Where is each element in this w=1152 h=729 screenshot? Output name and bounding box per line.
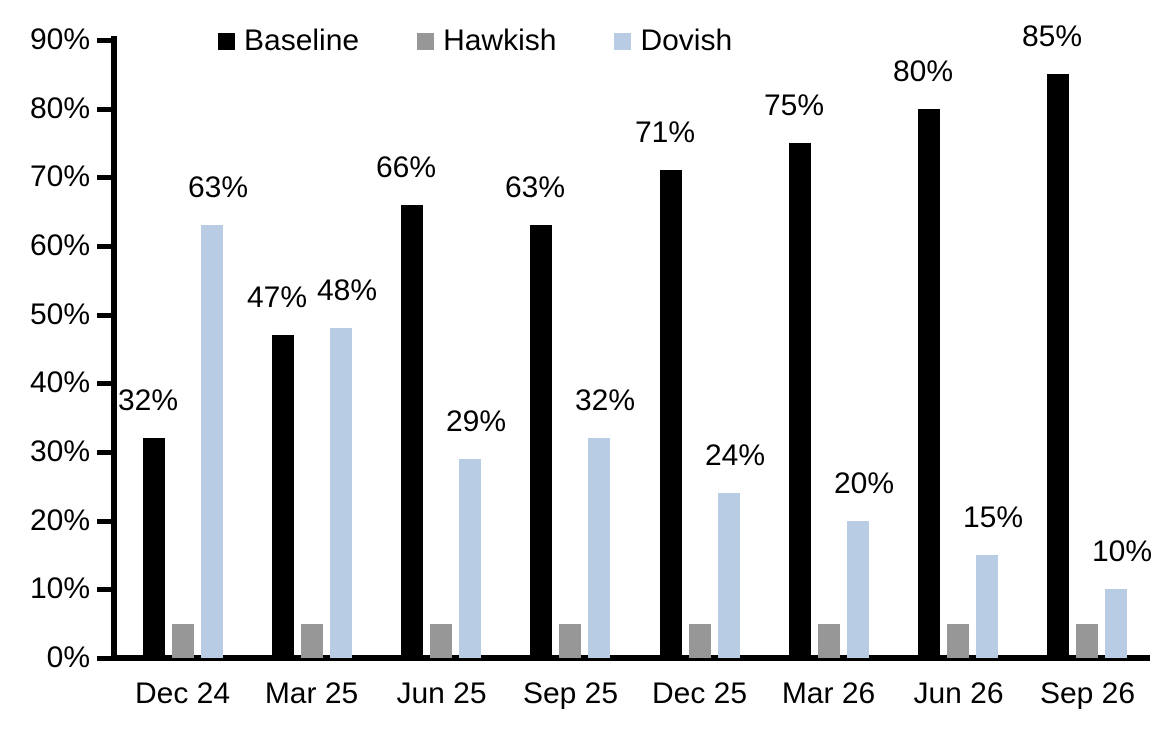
dovish-swatch-icon — [614, 32, 632, 50]
bar-hawkish-mar-25 — [301, 624, 323, 658]
legend-item-hawkish: Hawkish — [417, 24, 556, 58]
y-axis-tick — [97, 175, 112, 181]
data-label-baseline-mar-25: 47% — [246, 281, 308, 314]
x-axis-label-sep-25: Sep 25 — [522, 677, 619, 710]
y-axis-tick — [97, 243, 112, 249]
data-label-dovish-sep-25: 32% — [574, 384, 636, 417]
y-axis-tick — [97, 37, 112, 43]
bar-dovish-sep-25 — [588, 438, 610, 658]
x-axis-label-sep-26: Sep 26 — [1039, 677, 1136, 710]
y-axis-tick — [97, 449, 112, 455]
data-label-dovish-jun-25: 29% — [445, 405, 507, 438]
y-axis-tick-label: 70% — [29, 160, 90, 194]
y-axis-tick-label: 40% — [29, 366, 90, 400]
legend-label-hawkish: Hawkish — [443, 24, 557, 57]
bar-dovish-dec-24 — [201, 225, 223, 658]
hawkish-swatch-icon — [417, 32, 435, 50]
data-label-dovish-sep-26: 10% — [1091, 535, 1152, 568]
baseline-swatch-icon — [218, 32, 235, 50]
bar-hawkish-dec-24 — [172, 624, 194, 658]
bar-dovish-mar-25 — [330, 328, 352, 658]
bar-hawkish-sep-25 — [559, 624, 581, 658]
y-axis-tick — [97, 106, 112, 112]
y-axis-tick — [97, 656, 112, 661]
legend-item-dovish: Dovish — [614, 24, 732, 58]
bar-hawkish-jun-25 — [430, 624, 452, 658]
data-label-baseline-jun-26: 80% — [892, 55, 954, 88]
y-axis-tick — [97, 312, 112, 318]
data-label-dovish-mar-25: 48% — [316, 274, 378, 307]
bar-dovish-sep-26 — [1105, 589, 1127, 658]
y-axis-tick — [97, 518, 112, 524]
bar-hawkish-jun-26 — [947, 624, 969, 658]
data-label-dovish-jun-26: 15% — [962, 501, 1024, 534]
x-axis-label-mar-26: Mar 26 — [781, 677, 876, 710]
data-label-baseline-mar-26: 75% — [763, 89, 825, 122]
bar-baseline-sep-26 — [1047, 74, 1069, 658]
data-label-dovish-dec-25: 24% — [704, 439, 766, 472]
data-label-baseline-sep-25: 63% — [504, 171, 566, 204]
y-axis-tick-label: 10% — [29, 572, 90, 606]
data-label-dovish-dec-24: 63% — [187, 171, 249, 204]
x-axis-label-dec-25: Dec 25 — [651, 677, 748, 710]
bar-baseline-dec-25 — [660, 170, 682, 658]
y-axis-tick-label: 60% — [29, 228, 90, 262]
x-axis-label-mar-25: Mar 25 — [264, 677, 359, 710]
y-axis-tick-label: 50% — [29, 297, 90, 331]
bar-hawkish-mar-26 — [818, 624, 840, 658]
bar-dovish-jun-26 — [976, 555, 998, 658]
legend-label-baseline: Baseline — [244, 24, 360, 57]
bar-baseline-mar-25 — [272, 335, 294, 658]
bar-baseline-sep-25 — [530, 225, 552, 658]
x-axis-label-jun-25: Jun 25 — [396, 677, 487, 710]
y-axis-tick — [97, 587, 112, 593]
bar-dovish-jun-25 — [459, 459, 481, 658]
x-axis-line — [111, 655, 1150, 661]
bar-hawkish-dec-25 — [689, 624, 711, 658]
bar-baseline-jun-25 — [401, 205, 423, 658]
legend-label-dovish: Dovish — [640, 24, 733, 57]
data-label-baseline-dec-24: 32% — [117, 384, 179, 417]
y-axis-tick-label: 30% — [29, 434, 90, 468]
data-label-dovish-mar-26: 20% — [833, 467, 895, 500]
x-axis-label-dec-24: Dec 24 — [134, 677, 231, 710]
y-axis-tick-label: 0% — [46, 641, 90, 674]
x-axis-label-jun-26: Jun 26 — [913, 677, 1004, 710]
bar-dovish-dec-25 — [718, 493, 740, 658]
bar-hawkish-sep-26 — [1076, 624, 1098, 658]
bar-baseline-mar-26 — [789, 143, 811, 658]
bar-dovish-mar-26 — [847, 521, 869, 658]
y-axis-tick-label: 90% — [29, 22, 90, 56]
chart-legend: Baseline Hawkish Dovish — [218, 24, 732, 58]
data-label-baseline-jun-25: 66% — [375, 151, 437, 184]
data-label-baseline-sep-26: 85% — [1021, 20, 1083, 53]
y-axis-tick-label: 20% — [29, 503, 90, 537]
data-label-baseline-dec-25: 71% — [634, 116, 696, 149]
y-axis-line — [111, 36, 117, 661]
y-axis-tick — [97, 381, 112, 387]
bar-baseline-jun-26 — [918, 109, 940, 658]
bar-baseline-dec-24 — [143, 438, 165, 658]
legend-item-baseline: Baseline — [218, 24, 359, 58]
y-axis-tick-label: 80% — [29, 91, 90, 125]
